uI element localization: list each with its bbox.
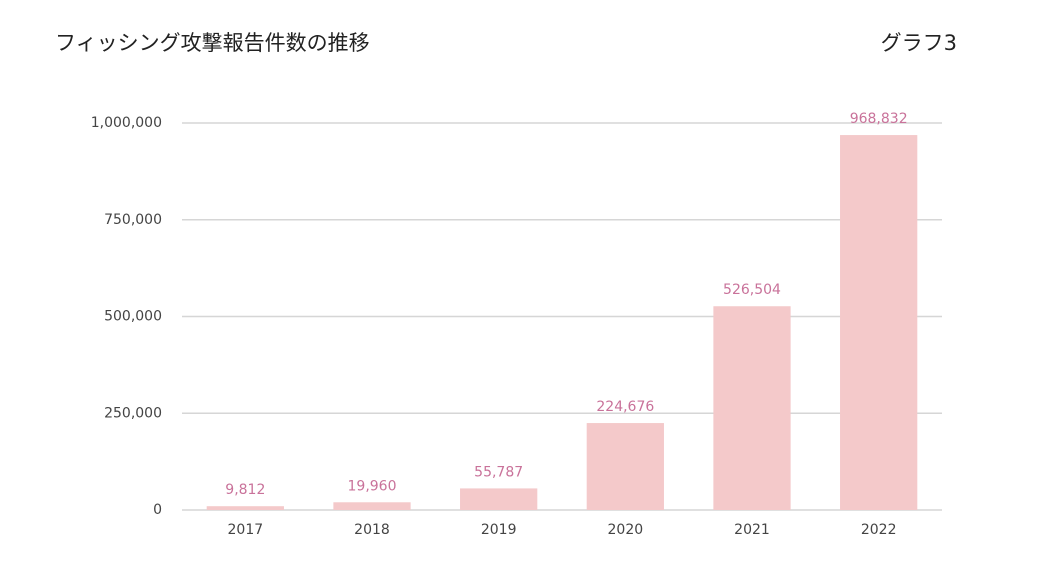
value-label: 9,812: [225, 482, 265, 498]
bar: [333, 502, 411, 510]
x-tick-label: 2017: [228, 522, 264, 538]
bar: [460, 488, 538, 510]
y-tick-label: 1,000,000: [91, 115, 162, 131]
value-label: 968,832: [850, 111, 908, 127]
y-tick-label: 750,000: [104, 212, 162, 228]
value-label: 19,960: [348, 478, 397, 494]
value-label: 224,676: [596, 399, 654, 415]
chart-subtitle: グラフ3: [881, 31, 957, 55]
y-tick-label: 250,000: [104, 405, 162, 421]
x-tick-label: 2020: [608, 522, 644, 538]
x-tick-label: 2022: [861, 522, 897, 538]
y-tick-label: 0: [153, 502, 162, 518]
value-label: 526,504: [723, 282, 781, 298]
chart-title: フィッシング攻撃報告件数の推移: [55, 31, 370, 55]
x-tick-label: 2019: [481, 522, 517, 538]
bar: [840, 135, 918, 510]
x-tick-label: 2018: [354, 522, 390, 538]
bar: [206, 506, 284, 510]
value-label: 55,787: [474, 464, 523, 480]
bar: [713, 306, 791, 510]
y-tick-label: 500,000: [104, 309, 162, 325]
bar: [586, 423, 664, 510]
x-tick-label: 2021: [734, 522, 770, 538]
